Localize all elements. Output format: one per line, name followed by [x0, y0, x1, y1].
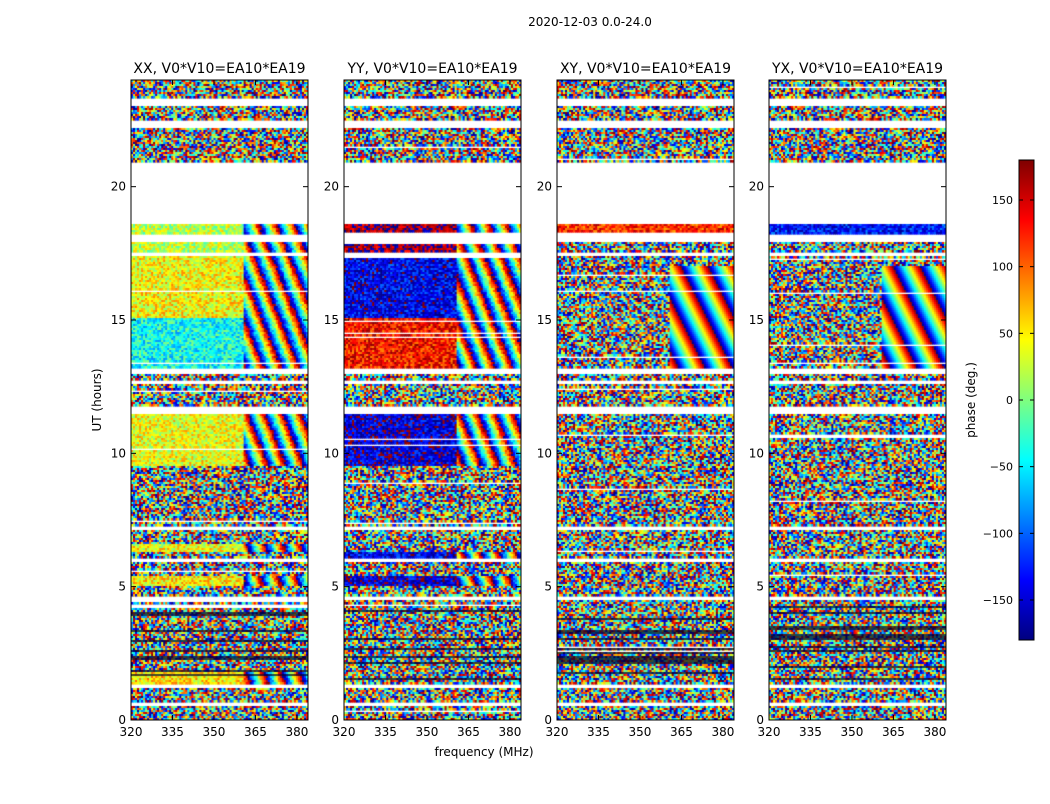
x-tick-label: 365: [244, 725, 267, 739]
x-tick-label: 320: [546, 725, 569, 739]
x-tick-label: 335: [587, 725, 610, 739]
x-tick-label: 335: [374, 725, 397, 739]
x-tick-label: 350: [841, 725, 864, 739]
panel-frame-3: [556, 79, 735, 721]
colorbar-tick-label: 50: [999, 327, 1013, 340]
heatmap-image-4: [769, 80, 946, 720]
x-tick-label: 380: [711, 725, 734, 739]
y-tick-label: 0: [331, 713, 339, 727]
y-tick-label: 20: [749, 180, 764, 194]
x-tick-label: 365: [457, 725, 480, 739]
y-tick-label: 5: [331, 580, 339, 594]
y-tick-label: 20: [111, 180, 126, 194]
panels-group: XX, V0*V10=EA10*EA19 320 335 350 365 380 0 5 10 1…: [111, 61, 947, 739]
y-tick-label: 0: [544, 713, 552, 727]
y-tick-label: 20: [537, 180, 552, 194]
y-tick-label: 10: [749, 446, 764, 460]
y-tick-label: 15: [537, 313, 552, 327]
x-tick-label: 350: [203, 725, 226, 739]
panel-title-1: XX, V0*V10=EA10*EA19: [133, 61, 305, 77]
x-tick-label: 320: [120, 725, 143, 739]
colorbar-label: phase (deg.): [964, 362, 978, 438]
colorbar: −150 −100 −50 0 50 100 150: [983, 159, 1035, 641]
panel-4: YX, V0*V10=EA10*EA19 320 335 350 365 380 0 5 10 1…: [749, 61, 947, 739]
x-tick-label: 350: [416, 725, 439, 739]
panel-title-4: YX, V0*V10=EA10*EA19: [771, 61, 943, 77]
y-tick-label: 20: [324, 180, 339, 194]
y-tick-label: 15: [324, 313, 339, 327]
x-tick-label: 350: [629, 725, 652, 739]
y-tick-label: 10: [111, 446, 126, 460]
y-tick-label: 5: [756, 580, 764, 594]
panel-1: XX, V0*V10=EA10*EA19 320 335 350 365 380 0 5 10 1…: [111, 61, 309, 739]
y-tick-label: 10: [324, 446, 339, 460]
colorbar-tick-label: 0: [1006, 394, 1013, 407]
panel-2: YY, V0*V10=EA10*EA19 320 335 350 365 380 0 5 10 1…: [324, 61, 522, 739]
heatmap-image-1: [131, 80, 308, 720]
y-tick-label: 5: [118, 580, 126, 594]
panel-title-3: XY, V0*V10=EA10*EA19: [560, 61, 731, 77]
x-tick-label: 380: [285, 725, 308, 739]
x-tick-label: 380: [923, 725, 946, 739]
y-tick-label: 5: [544, 580, 552, 594]
panel-title-2: YY, V0*V10=EA10*EA19: [346, 61, 517, 77]
colorbar-tick-label: 150: [992, 194, 1013, 207]
figure-suptitle: 2020-12-03 0.0-24.0: [528, 15, 652, 29]
panel-frame-4: [768, 79, 947, 721]
x-tick-label: 365: [670, 725, 693, 739]
panel-frame-1: [130, 79, 309, 721]
y-tick-label: 15: [111, 313, 126, 327]
heatmap-image-3: [557, 80, 734, 720]
x-tick-label: 320: [333, 725, 356, 739]
colorbar-tick-label: −150: [983, 594, 1013, 607]
y-tick-label: 0: [756, 713, 764, 727]
x-tick-label: 365: [882, 725, 905, 739]
panel-3: XY, V0*V10=EA10*EA19 320 335 350 365 380 0 5 10 1…: [537, 61, 735, 739]
panel-frame-2: [343, 79, 522, 721]
x-tick-label: 335: [161, 725, 184, 739]
y-tick-label: 0: [118, 713, 126, 727]
colorbar-tick-label: −50: [990, 461, 1013, 474]
y-tick-label: 15: [749, 313, 764, 327]
colorbar-tick-label: −100: [983, 527, 1013, 540]
x-tick-label: 320: [758, 725, 781, 739]
x-axis-label: frequency (MHz): [434, 745, 533, 759]
x-tick-label: 335: [799, 725, 822, 739]
colorbar-tick-label: 100: [992, 261, 1013, 274]
heatmap-image-2: [344, 80, 521, 720]
y-axis-label: UT (hours): [90, 368, 104, 431]
y-tick-label: 10: [537, 446, 552, 460]
x-tick-label: 380: [498, 725, 521, 739]
